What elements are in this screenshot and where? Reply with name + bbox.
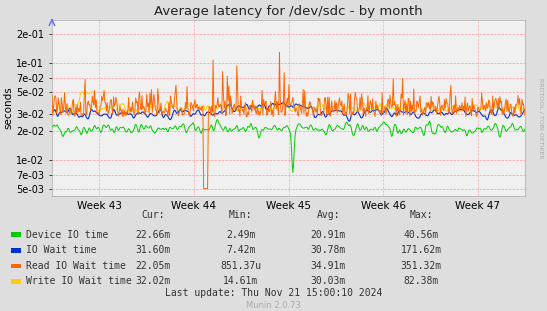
Text: 14.61m: 14.61m: [223, 276, 258, 286]
Text: Last update: Thu Nov 21 15:00:10 2024: Last update: Thu Nov 21 15:00:10 2024: [165, 288, 382, 298]
Text: RRDTOOL / TOBI OETIKER: RRDTOOL / TOBI OETIKER: [538, 78, 543, 159]
Text: Min:: Min:: [229, 210, 252, 220]
Text: Write IO Wait time: Write IO Wait time: [26, 276, 131, 286]
Text: 82.38m: 82.38m: [404, 276, 439, 286]
Text: Cur:: Cur:: [142, 210, 165, 220]
Text: 30.78m: 30.78m: [311, 245, 346, 255]
Text: 351.32m: 351.32m: [400, 261, 442, 271]
Y-axis label: seconds: seconds: [3, 87, 14, 129]
Text: 40.56m: 40.56m: [404, 230, 439, 240]
Text: Device IO time: Device IO time: [26, 230, 108, 240]
Text: Avg:: Avg:: [317, 210, 340, 220]
Text: 22.05m: 22.05m: [136, 261, 171, 271]
Text: 34.91m: 34.91m: [311, 261, 346, 271]
Text: 32.02m: 32.02m: [136, 276, 171, 286]
Text: Munin 2.0.73: Munin 2.0.73: [246, 301, 301, 310]
Text: Read IO Wait time: Read IO Wait time: [26, 261, 126, 271]
Text: 22.66m: 22.66m: [136, 230, 171, 240]
Text: 31.60m: 31.60m: [136, 245, 171, 255]
Title: Average latency for /dev/sdc - by month: Average latency for /dev/sdc - by month: [154, 5, 423, 18]
Text: 171.62m: 171.62m: [400, 245, 442, 255]
Text: 2.49m: 2.49m: [226, 230, 255, 240]
Text: 851.37u: 851.37u: [220, 261, 261, 271]
Text: IO Wait time: IO Wait time: [26, 245, 96, 255]
Text: 30.03m: 30.03m: [311, 276, 346, 286]
Text: 20.91m: 20.91m: [311, 230, 346, 240]
Text: Max:: Max:: [410, 210, 433, 220]
Text: 7.42m: 7.42m: [226, 245, 255, 255]
